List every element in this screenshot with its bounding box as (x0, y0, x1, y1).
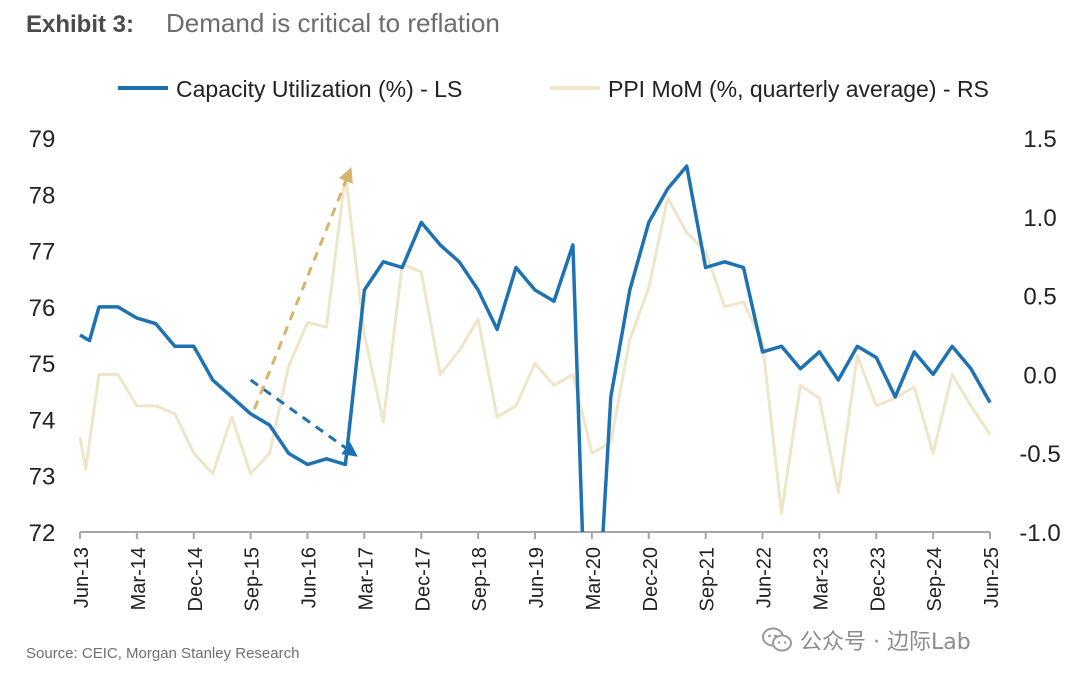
left-axis-tick-label: 78 (29, 182, 56, 209)
x-axis-tick-label: Jun-19 (526, 547, 548, 608)
watermark-text: 公众号 · 边际Lab (800, 630, 971, 655)
x-axis-tick-label: Dec-17 (412, 547, 434, 611)
x-axis-tick-label: Sep-18 (469, 547, 491, 612)
x-axis-tick-label: Dec-23 (867, 547, 889, 611)
ppi-trend-arrow (253, 167, 353, 410)
right-axis-tick-label: 1.5 (1023, 126, 1056, 153)
series-line-ppi-mom (78, 172, 992, 515)
x-axis-tick-label: Sep-15 (242, 547, 264, 612)
left-axis-tick-label: 72 (29, 520, 56, 547)
right-axis-tick-label: 0.5 (1023, 284, 1056, 311)
right-axis-tick-label: 0.0 (1023, 362, 1056, 389)
x-axis-tick-label: Dec-14 (185, 547, 207, 611)
source-note: Source: CEIC, Morgan Stanley Research (26, 645, 300, 662)
x-axis-tick-label: Jun-22 (754, 547, 776, 608)
right-axis-tick-label: -1.0 (1019, 520, 1060, 547)
exhibit-label: Exhibit 3: (26, 11, 135, 38)
wechat-icon (762, 627, 792, 652)
x-axis-tick-label: Mar-14 (128, 547, 150, 610)
x-axis-tick-label: Sep-21 (697, 547, 719, 612)
watermark: 公众号 · 边际Lab (762, 624, 971, 656)
legend-label-capacity: Capacity Utilization (%) - LS (176, 76, 462, 102)
x-axis-tick-label: Jun-13 (71, 547, 93, 608)
x-axis-tick-label: Dec-20 (640, 547, 662, 611)
series-line-capacity-utilization (79, 164, 992, 532)
left-axis-tick-label: 76 (29, 295, 56, 322)
x-axis-tick-label: Jun-16 (299, 547, 321, 608)
left-axis-tick-label: 75 (29, 351, 56, 378)
exhibit-header: Exhibit 3: Demand is critical to reflati… (26, 8, 500, 44)
x-axis-tick-label: Mar-17 (355, 547, 377, 610)
legend-label-ppi: PPI MoM (%, quarterly average) - RS (608, 76, 989, 102)
left-axis-tick-label: 73 (29, 464, 56, 491)
x-axis-tick-label: Mar-20 (583, 547, 605, 610)
left-axis-tick-label: 74 (29, 407, 56, 434)
right-axis-tick-label: -0.5 (1019, 441, 1060, 468)
left-axis-tick-label: 77 (29, 239, 56, 266)
right-axis-tick-label: 1.0 (1023, 205, 1056, 232)
x-axis-tick-label: Mar-23 (810, 547, 832, 610)
left-axis-tick-label: 79 (29, 126, 56, 153)
x-axis-tick-label: Sep-24 (924, 547, 946, 612)
chart-title: Demand is critical to reflation (166, 8, 500, 38)
capacity-trend-arrow (249, 378, 358, 457)
x-axis-tick-label: Jun-25 (981, 547, 1003, 608)
